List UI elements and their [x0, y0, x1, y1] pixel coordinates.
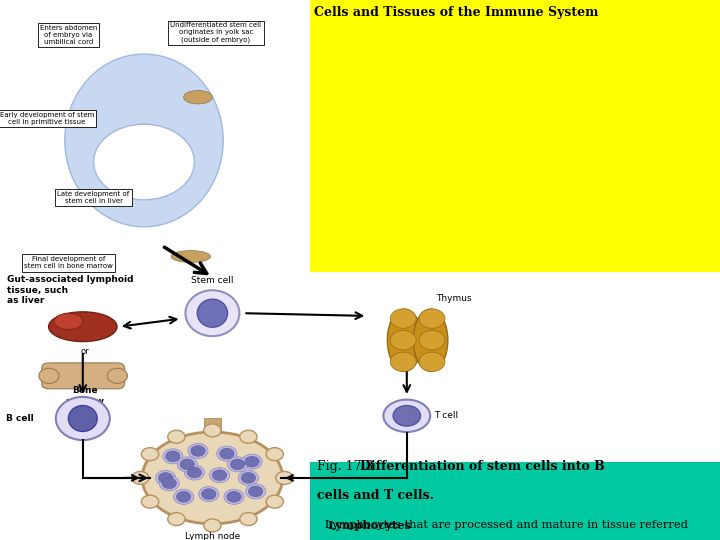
Circle shape [240, 430, 257, 443]
Ellipse shape [184, 91, 212, 104]
Ellipse shape [199, 487, 219, 502]
Circle shape [107, 368, 127, 383]
Ellipse shape [142, 432, 282, 524]
Circle shape [202, 489, 216, 500]
Ellipse shape [393, 406, 420, 426]
Circle shape [191, 446, 205, 456]
Circle shape [230, 459, 245, 470]
Text: Gut-associated lymphoid
tissue, such
as liver: Gut-associated lymphoid tissue, such as … [7, 275, 134, 305]
Ellipse shape [65, 54, 223, 227]
Text: Lymph node: Lymph node [185, 532, 240, 540]
Ellipse shape [242, 454, 262, 469]
Text: Differentiation of stem cells into B: Differentiation of stem cells into B [360, 460, 605, 472]
Text: B cell: B cell [6, 414, 34, 423]
Ellipse shape [246, 484, 266, 499]
Circle shape [227, 491, 241, 502]
Text: Final development of
stem cell in bone marrow: Final development of stem cell in bone m… [24, 256, 113, 269]
Text: Lymphocytes: Lymphocytes [316, 520, 411, 531]
Ellipse shape [174, 489, 194, 504]
Text: Early development of stem
cell in primitive tissue: Early development of stem cell in primit… [0, 112, 94, 125]
Ellipse shape [238, 470, 258, 485]
Circle shape [390, 352, 416, 372]
Circle shape [158, 472, 173, 483]
Circle shape [168, 512, 185, 525]
Bar [310, 0, 720, 272]
Ellipse shape [413, 309, 448, 372]
Circle shape [266, 448, 284, 461]
Circle shape [248, 486, 263, 497]
Text: Undifferentiated stem cell
originates in yolk sac
(outside of embryo): Undifferentiated stem cell originates in… [171, 22, 261, 43]
Circle shape [245, 456, 259, 467]
Circle shape [204, 424, 221, 437]
Circle shape [176, 491, 191, 502]
Circle shape [276, 471, 293, 484]
Circle shape [390, 309, 416, 328]
Circle shape [220, 448, 234, 459]
Circle shape [141, 495, 158, 508]
Circle shape [266, 495, 284, 508]
Ellipse shape [156, 470, 176, 485]
Ellipse shape [68, 406, 97, 431]
Ellipse shape [56, 397, 110, 440]
Circle shape [240, 512, 257, 525]
Ellipse shape [171, 251, 211, 262]
Circle shape [241, 472, 256, 483]
Ellipse shape [159, 476, 179, 491]
Circle shape [390, 330, 416, 350]
Text: Enters abdomen
of embryo via
umbilical cord: Enters abdomen of embryo via umbilical c… [40, 25, 97, 45]
Text: Cells and Tissues of the Immune System: Cells and Tissues of the Immune System [314, 6, 598, 19]
Text: Late development of
stem cell in liver: Late development of stem cell in liver [58, 191, 130, 204]
Circle shape [141, 448, 158, 461]
Ellipse shape [217, 446, 237, 461]
Ellipse shape [163, 449, 183, 464]
Ellipse shape [197, 299, 228, 327]
Bar [310, 462, 720, 540]
Ellipse shape [224, 489, 244, 504]
Text: Thymus: Thymus [436, 294, 471, 303]
Circle shape [39, 368, 59, 383]
Ellipse shape [54, 313, 83, 329]
Bar [204, 418, 221, 433]
Circle shape [212, 470, 227, 481]
Ellipse shape [48, 312, 117, 341]
Ellipse shape [188, 443, 208, 458]
Ellipse shape [177, 457, 197, 472]
Ellipse shape [228, 457, 248, 472]
Text: Fig. 17.3: Fig. 17.3 [317, 460, 377, 472]
Ellipse shape [184, 465, 204, 480]
Text: Stem cell: Stem cell [191, 276, 234, 285]
Circle shape [94, 124, 194, 200]
Text: or: or [81, 347, 89, 356]
FancyBboxPatch shape [42, 363, 125, 389]
Circle shape [187, 467, 202, 478]
Circle shape [166, 451, 180, 462]
Circle shape [162, 478, 176, 489]
Circle shape [180, 459, 194, 470]
Circle shape [419, 330, 445, 350]
Text: Bone
marrow: Bone marrow [66, 386, 104, 406]
Circle shape [204, 519, 221, 532]
Text: cells and T cells.: cells and T cells. [317, 489, 433, 502]
Circle shape [168, 430, 185, 443]
Ellipse shape [210, 468, 230, 483]
Text: Lymphocytes that are processed and mature in tissue referred: Lymphocytes that are processed and matur… [314, 520, 688, 530]
Circle shape [419, 352, 445, 372]
Circle shape [419, 309, 445, 328]
Ellipse shape [383, 400, 430, 432]
Ellipse shape [387, 309, 422, 372]
Text: T cell: T cell [434, 411, 459, 420]
Circle shape [132, 471, 149, 484]
Ellipse shape [185, 291, 239, 336]
